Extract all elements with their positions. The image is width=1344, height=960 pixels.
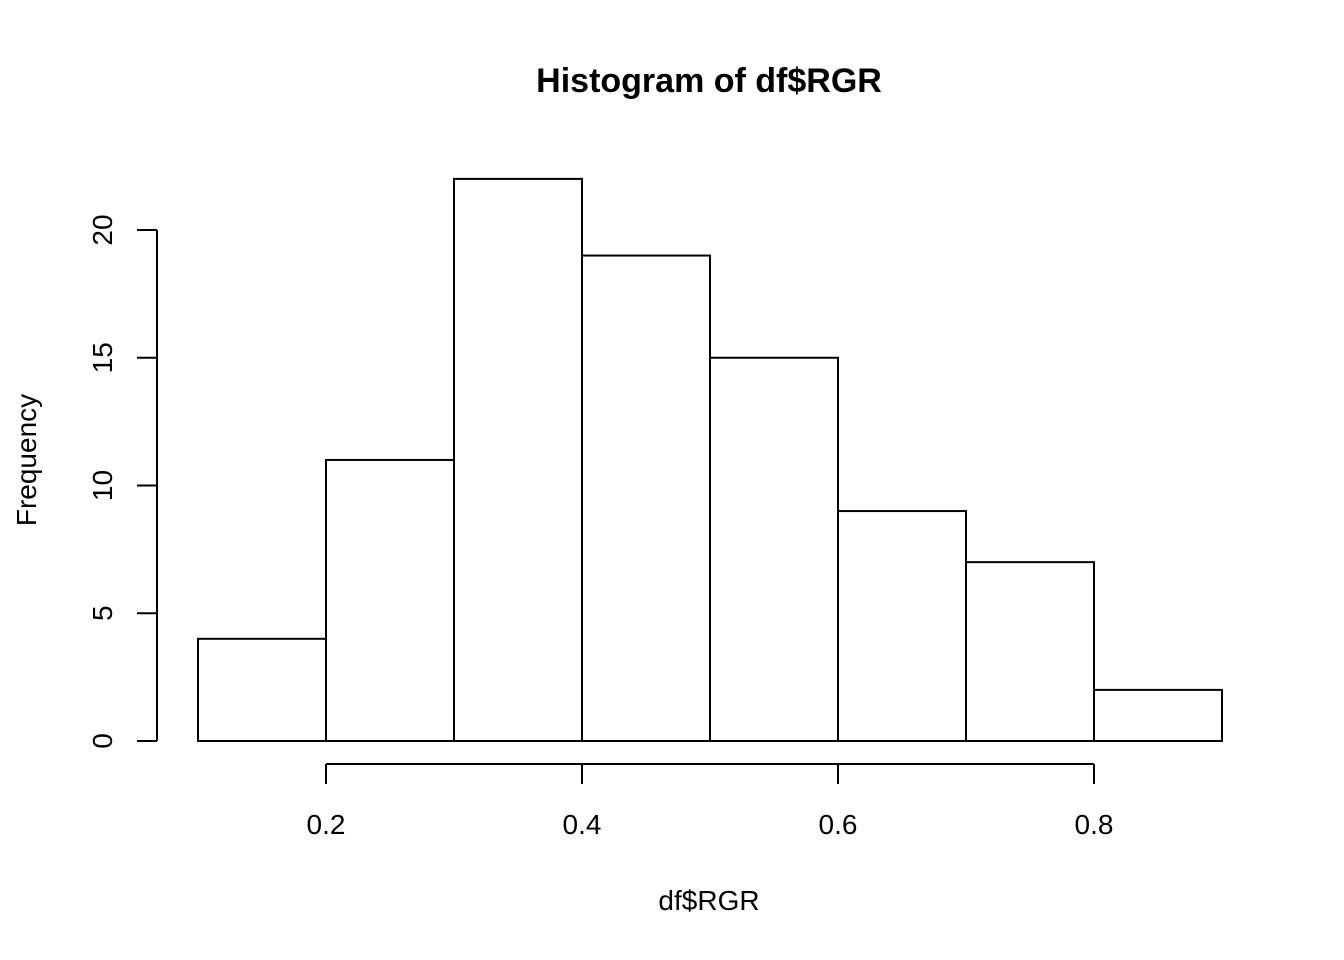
chart-title: Histogram of df$RGR bbox=[536, 62, 882, 100]
x-axis: 0.2 0.4 0.6 0.8 bbox=[307, 763, 1114, 840]
x-tick-label-0: 0.2 bbox=[307, 809, 346, 840]
histogram-bar-6 bbox=[965, 561, 1095, 743]
x-tick-label-1: 0.4 bbox=[563, 809, 602, 840]
histogram-bar-7 bbox=[1093, 688, 1223, 743]
x-tick-label-3: 0.8 bbox=[1075, 809, 1114, 840]
x-tick-label-2: 0.6 bbox=[819, 809, 858, 840]
bars-group bbox=[197, 177, 1223, 743]
y-tick-label-4: 20 bbox=[87, 214, 118, 245]
histogram-bar-4 bbox=[709, 356, 839, 742]
y-tick-label-2: 10 bbox=[87, 470, 118, 501]
y-tick-label-0: 0 bbox=[87, 733, 118, 749]
y-tick-label-3: 15 bbox=[87, 342, 118, 373]
histogram-bar-5 bbox=[837, 510, 967, 742]
y-axis-label: Frequency bbox=[11, 394, 42, 526]
y-axis: 0 5 10 15 20 bbox=[87, 214, 158, 749]
y-tick-label-1: 5 bbox=[87, 605, 118, 621]
histogram-bar-2 bbox=[453, 177, 583, 742]
histogram-bar-1 bbox=[325, 458, 455, 742]
x-axis-label: df$RGR bbox=[658, 885, 759, 916]
histogram-bar-0 bbox=[197, 637, 327, 742]
histogram-bar-3 bbox=[581, 254, 711, 743]
